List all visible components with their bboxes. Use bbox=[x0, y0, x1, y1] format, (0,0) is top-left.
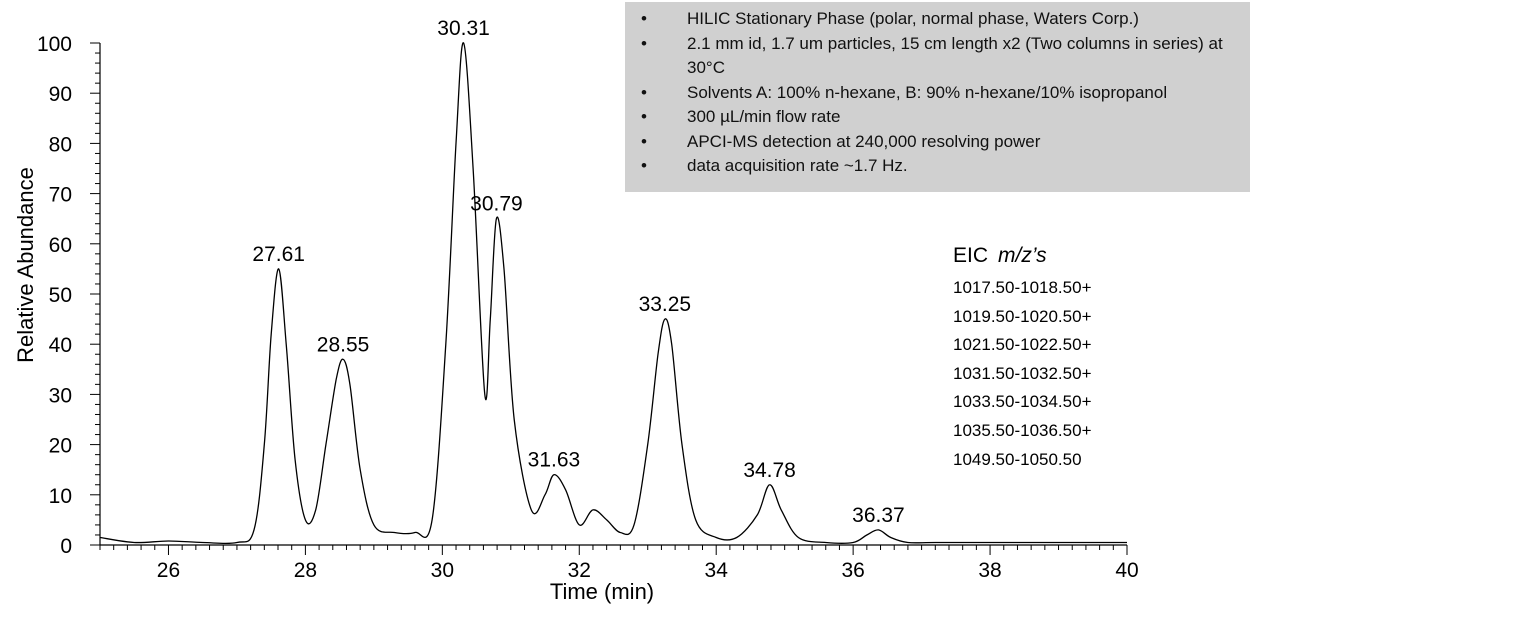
x-tick-label: 26 bbox=[157, 559, 180, 582]
x-tick-label: 40 bbox=[1115, 559, 1138, 582]
peak-label: 30.79 bbox=[470, 193, 523, 216]
chromatogram-trace bbox=[99, 42, 1127, 545]
x-axis-title: Time (min) bbox=[550, 579, 654, 604]
method-info-item: • 300 µL/min flow rate bbox=[625, 105, 1250, 130]
eic-mz-range: 1021.50-1022.50+ bbox=[953, 335, 1092, 355]
eic-mz-range: 1017.50-1018.50+ bbox=[953, 278, 1092, 297]
eic-title: EIC m/z’s bbox=[953, 244, 1092, 268]
method-info-item: • APCI-MS detection at 240,000 resolving … bbox=[625, 130, 1250, 155]
eic-mz-range: 1019.50-1020.50+ bbox=[953, 306, 1092, 326]
method-info-text: 2.1 mm id, 1.7 um particles, 15 cm lengt… bbox=[687, 33, 1223, 78]
method-info-text: HILIC Stationary Phase (polar, normal ph… bbox=[687, 9, 1139, 28]
x-tick-label: 38 bbox=[978, 559, 1001, 582]
method-info-text: Solvents A: 100% n-hexane, B: 90% n-hexa… bbox=[687, 82, 1168, 102]
y-tick-label: 40 bbox=[49, 334, 72, 357]
eic-mz-list: 1017.50-1018.50+ 1019.50-1020.50+ 1021.50-… bbox=[953, 274, 1092, 474]
method-info-text: APCI-MS detection at 240,000 resolving p… bbox=[687, 131, 1041, 151]
peak-label: 36.37 bbox=[852, 504, 905, 527]
eic-title-text: EIC bbox=[953, 244, 989, 267]
method-info-item: • data acquisition rate ~1.7 Hz. bbox=[625, 154, 1250, 179]
y-tick-label: 100 bbox=[37, 33, 72, 56]
eic-mz-range: 1049.50-1050.50 bbox=[953, 449, 1082, 469]
x-tick-label: 34 bbox=[705, 559, 729, 582]
bullet-icon: • bbox=[641, 9, 647, 28]
ticks bbox=[90, 42, 1128, 555]
bullet-icon: • bbox=[641, 107, 647, 126]
method-info-item: • Solvents A: 100% n-hexane, B: 90% n-hex… bbox=[625, 81, 1250, 106]
peak-label: 27.61 bbox=[252, 243, 305, 266]
bullet-icon: • bbox=[641, 156, 647, 175]
peak-label: 28.55 bbox=[317, 333, 370, 356]
eic-mz-range: 1033.50-1034.50+ bbox=[953, 392, 1092, 412]
y-tick-label: 60 bbox=[49, 234, 72, 257]
method-info-text: data acquisition rate ~1.7 Hz. bbox=[687, 156, 908, 175]
eic-mz-range: 1035.50-1036.50+ bbox=[953, 420, 1092, 440]
bullet-icon: • bbox=[641, 82, 647, 102]
method-info-item: • 2.1 mm id, 1.7 um particles, 15 cm leng… bbox=[625, 32, 1250, 81]
method-info-item: • HILIC Stationary Phase (polar, normal p… bbox=[625, 7, 1250, 32]
x-tick-label: 28 bbox=[294, 559, 317, 582]
y-tick-label: 0 bbox=[60, 535, 72, 558]
peak-label: 33.25 bbox=[639, 293, 692, 316]
eic-title-mz: m/z’s bbox=[998, 244, 1047, 267]
eic-mz-range: 1031.50-1032.50+ bbox=[953, 363, 1092, 383]
x-tick-label: 32 bbox=[568, 559, 591, 582]
y-tick-label: 30 bbox=[49, 384, 72, 407]
peak-label: 34.78 bbox=[743, 459, 796, 482]
y-tick-label: 10 bbox=[49, 485, 72, 508]
peak-labels: 27.61 28.55 30.31 30.79 31.63 33.25 34.78 36.37 bbox=[252, 17, 904, 527]
y-tick-label: 80 bbox=[49, 133, 72, 156]
y-axis-title: Relative Abundance bbox=[13, 167, 38, 363]
method-info-text: 300 µL/min flow rate bbox=[687, 107, 841, 126]
peak-label: 31.63 bbox=[528, 449, 581, 472]
tick-labels: 26 28 30 32 34 36 38 40 0 10 20 30 40 50 60 70 80 90 100 bbox=[37, 33, 1139, 582]
y-tick-label: 70 bbox=[49, 184, 72, 207]
method-info-box: • HILIC Stationary Phase (polar, normal p… bbox=[625, 2, 1250, 192]
eic-legend: EIC m/z’s 1017.50-1018.50+ 1019.50-1020.50… bbox=[953, 244, 1092, 474]
y-tick-label: 90 bbox=[49, 83, 72, 106]
y-tick-label: 50 bbox=[49, 284, 72, 307]
bullet-icon: • bbox=[641, 131, 647, 151]
x-tick-label: 30 bbox=[431, 559, 454, 582]
y-tick-label: 20 bbox=[49, 435, 72, 458]
method-info-list: • HILIC Stationary Phase (polar, normal p… bbox=[625, 7, 1250, 179]
x-tick-label: 36 bbox=[841, 559, 864, 582]
bullet-icon: • bbox=[641, 33, 647, 53]
peak-label: 30.31 bbox=[437, 17, 490, 40]
